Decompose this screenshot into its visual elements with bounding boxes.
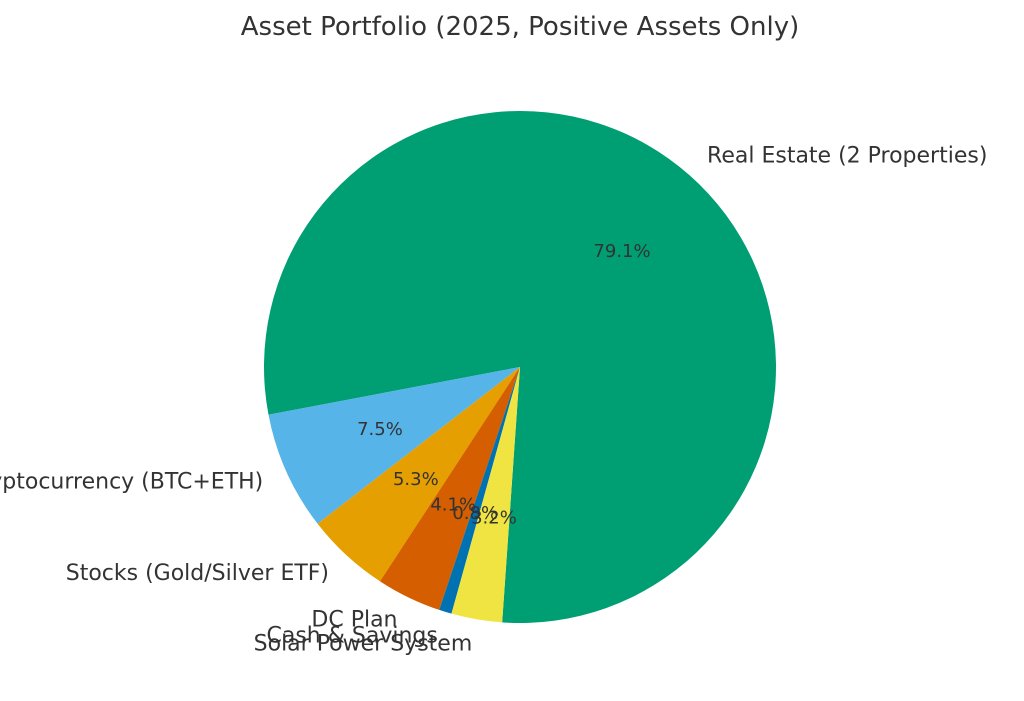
pie-slice xyxy=(317,367,520,582)
slice-category-label: Cash & Savings xyxy=(267,623,438,648)
slice-percent-label: 79.1% xyxy=(593,241,650,262)
slice-percent-label: 3.2% xyxy=(471,507,517,528)
slice-category-label: Stocks (Gold/Silver ETF) xyxy=(66,561,329,586)
pie-labels: Real Estate (2 Properties) 79.1% Cryptocur… xyxy=(0,143,987,656)
pie-slice xyxy=(439,367,520,614)
slice-category-label: Real Estate (2 Properties) xyxy=(707,143,987,168)
pie-slices xyxy=(263,111,776,624)
pie-slice xyxy=(451,367,520,623)
pie-slice xyxy=(379,367,520,610)
slice-category-label: DC Plan xyxy=(311,608,397,633)
slice-percent-label: 5.3% xyxy=(393,469,439,490)
slice-category-label: Cryptocurrency (BTC+ETH) xyxy=(0,470,263,495)
slice-percent-label: 7.5% xyxy=(357,419,403,440)
slice-percent-label: 4.1% xyxy=(430,494,476,515)
chart-title: Asset Portfolio (2025, Positive Assets O… xyxy=(241,12,799,42)
slice-percent-label: 0.8% xyxy=(452,503,498,524)
pie-slice xyxy=(268,367,520,524)
slice-category-label: Solar Power System xyxy=(254,632,473,657)
